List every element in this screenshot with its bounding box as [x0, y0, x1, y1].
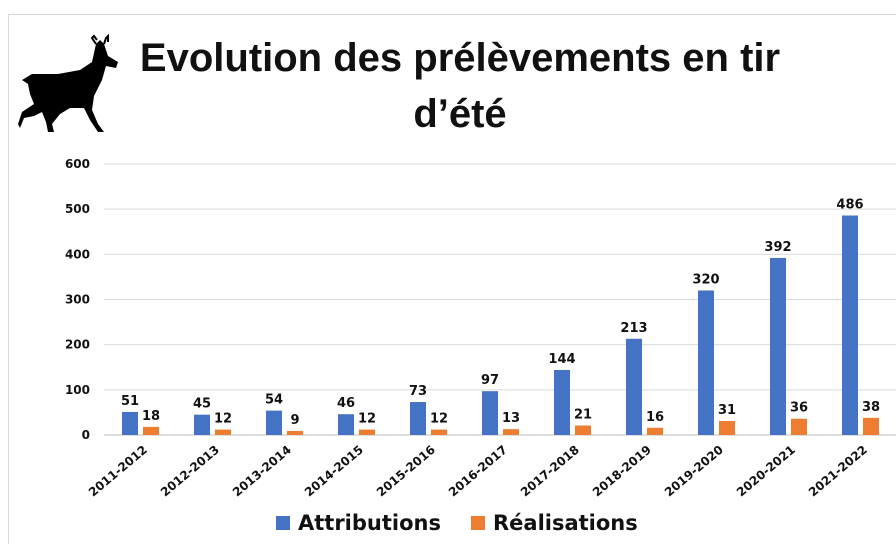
y-tick-label: 600	[65, 157, 90, 171]
x-tick-label: 2019-2020	[662, 443, 726, 500]
bar	[431, 430, 447, 435]
value-label: 73	[409, 384, 427, 399]
bar	[647, 428, 663, 435]
bar	[359, 430, 375, 435]
value-label: 213	[620, 321, 647, 336]
bar	[698, 290, 714, 435]
bar	[770, 258, 786, 435]
value-label: 18	[142, 409, 160, 424]
bar	[842, 215, 858, 435]
x-tick-label: 2020-2021	[734, 443, 798, 500]
x-tick-label: 2017-2018	[518, 443, 582, 500]
bar	[719, 421, 735, 435]
value-label: 12	[358, 412, 376, 427]
bar	[287, 431, 303, 435]
legend-swatch	[276, 516, 290, 530]
legend-label: Attributions	[298, 511, 441, 535]
value-label: 9	[290, 413, 299, 428]
x-tick-label: 2015-2016	[374, 443, 438, 500]
y-tick-label: 100	[65, 383, 90, 397]
value-label: 36	[790, 401, 808, 416]
value-label: 320	[692, 272, 719, 287]
x-tick-label: 2021-2022	[806, 443, 870, 500]
deer-icon	[18, 36, 118, 132]
bar	[215, 430, 231, 435]
legend-label: Réalisations	[493, 511, 638, 535]
y-tick-label: 200	[65, 338, 90, 352]
y-tick-label: 0	[82, 428, 90, 442]
value-label: 21	[574, 408, 592, 423]
x-tick-label: 2016-2017	[446, 443, 510, 500]
value-label: 51	[121, 394, 139, 409]
x-tick-label: 2013-2014	[230, 443, 294, 500]
value-label: 12	[430, 412, 448, 427]
legend-swatch	[471, 516, 485, 530]
bar	[575, 426, 591, 435]
bar	[143, 427, 159, 435]
bar	[266, 411, 282, 435]
value-label: 486	[836, 197, 863, 212]
value-label: 31	[718, 403, 736, 418]
bar	[410, 402, 426, 435]
bar	[863, 418, 879, 435]
y-tick-label: 400	[65, 247, 90, 261]
value-label: 144	[548, 352, 575, 367]
bar	[554, 370, 570, 435]
bar	[122, 412, 138, 435]
value-label: 38	[862, 400, 880, 415]
bar	[791, 419, 807, 435]
value-label: 46	[337, 396, 355, 411]
value-label: 97	[481, 373, 499, 388]
bar	[482, 391, 498, 435]
page: 0 100 200 300 400 500 600 2011-2012 5118 2012-201…	[0, 0, 896, 544]
x-tick-label: 2018-2019	[590, 443, 654, 500]
y-tick-label: 500	[65, 202, 90, 216]
chart-title: Evolution des prélèvements en tir d’été	[110, 30, 810, 142]
value-label: 12	[214, 412, 232, 427]
bar	[626, 339, 642, 435]
value-label: 54	[265, 393, 283, 408]
bar	[194, 415, 210, 435]
value-label: 16	[646, 410, 664, 425]
bar	[338, 414, 354, 435]
bar	[503, 429, 519, 435]
x-tick-label: 2012-2013	[158, 443, 222, 500]
value-label: 392	[764, 240, 791, 255]
value-label: 13	[502, 411, 520, 426]
x-tick-label: 2011-2012	[86, 443, 150, 500]
x-tick-label: 2014-2015	[302, 443, 366, 500]
value-label: 45	[193, 397, 211, 412]
y-tick-label: 300	[65, 293, 90, 307]
